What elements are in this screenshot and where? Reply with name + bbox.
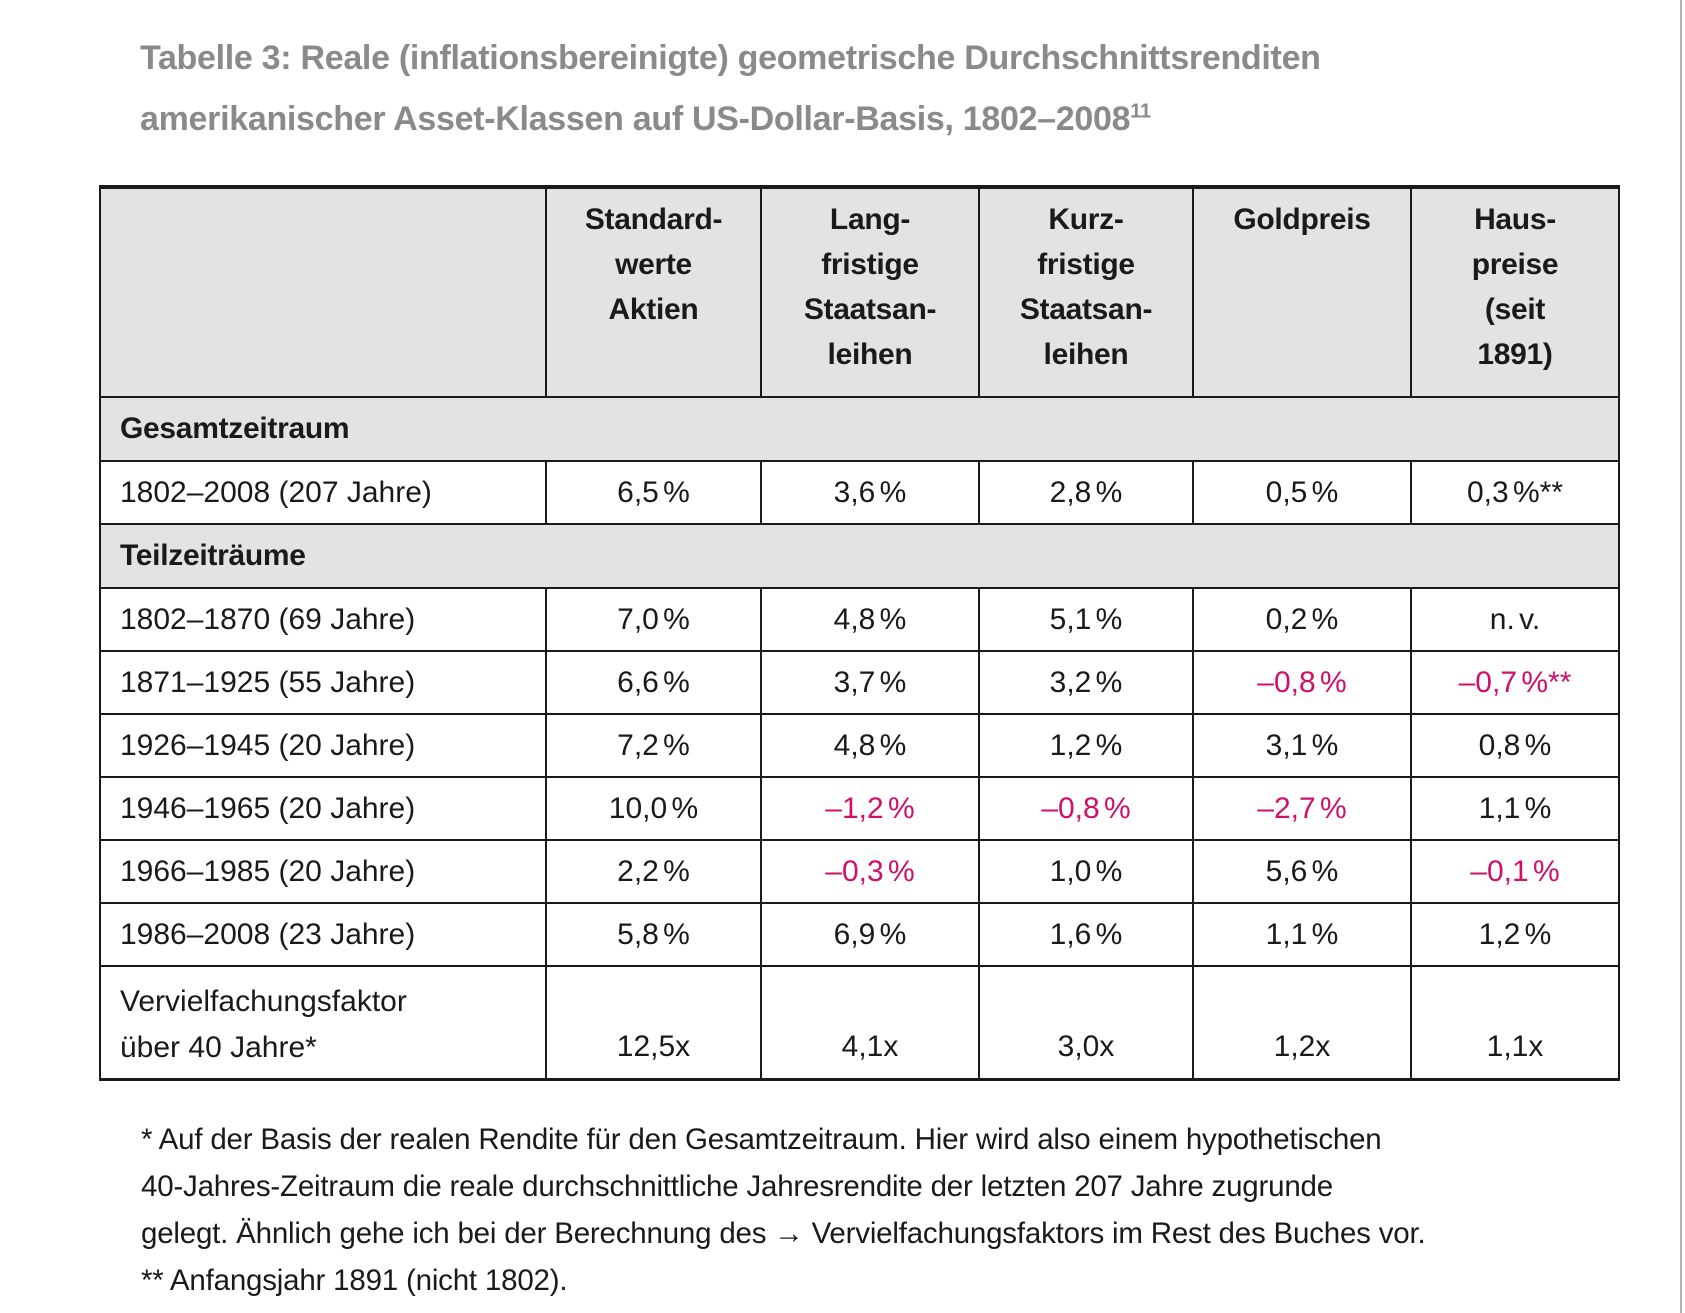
footnote-line: * Auf der Basis der realen Rendite für d… bbox=[141, 1123, 1382, 1156]
table-row: 1926–1945 (20 Jahre) 7,2 % 4,8 % 1,2 % 3,1 %… bbox=[101, 715, 1618, 778]
header-line: fristige bbox=[821, 248, 919, 281]
value-cell: 2,2 % bbox=[545, 841, 760, 902]
footnote-line: gelegt. Ähnlich gehe ich bei der Berechn… bbox=[141, 1217, 1426, 1250]
table-row: 1946–1965 (20 Jahre) 10,0 % –1,2 % –0,8 % –2… bbox=[101, 778, 1618, 841]
value-cell: 1,2 % bbox=[1410, 904, 1618, 965]
value-cell: 7,0 % bbox=[545, 589, 760, 650]
value-cell: –0,3 % bbox=[760, 841, 978, 902]
table-row: 1871–1925 (55 Jahre) 6,6 % 3,7 % 3,2 % –0,8 … bbox=[101, 652, 1618, 715]
table-row: 1802–1870 (69 Jahre) 7,0 % 4,8 % 5,1 % 0,2 %… bbox=[101, 589, 1618, 652]
value-cell: 0,8 % bbox=[1410, 715, 1618, 776]
value-cell: –2,7 % bbox=[1192, 778, 1410, 839]
header-line: leihen bbox=[827, 338, 913, 371]
value-cell: 2,8 % bbox=[978, 462, 1192, 523]
value-cell: 3,7 % bbox=[760, 652, 978, 713]
value-cell: 3,2 % bbox=[978, 652, 1192, 713]
value-cell: 0,5 % bbox=[1192, 462, 1410, 523]
value-cell: 1,1 % bbox=[1410, 778, 1618, 839]
value-cell: 6,9 % bbox=[760, 904, 978, 965]
header-cell: Lang-fristige Staatsan-leihen bbox=[760, 189, 978, 396]
value-cell: 3,1 % bbox=[1192, 715, 1410, 776]
row-label-line: über 40 Jahre* bbox=[120, 1031, 317, 1064]
table-header-row: Standard-werte Aktien Lang-fristige Staatsa… bbox=[101, 189, 1618, 398]
table-caption-line1: Tabelle 3: Reale (inflationsbereinigte) … bbox=[140, 39, 1321, 77]
header-line: Standard- bbox=[584, 203, 723, 236]
header-line: preise bbox=[1471, 248, 1559, 281]
row-label-cell: 1802–1870 (69 Jahre) bbox=[120, 602, 416, 636]
value-cell: –0,1 % bbox=[1410, 841, 1618, 902]
value-cell: 1,1x bbox=[1410, 967, 1618, 1078]
section-label: Gesamtzeitraum bbox=[120, 412, 350, 445]
header-line: Staatsan- bbox=[1019, 293, 1153, 326]
table-caption: Tabelle 3: Reale (inflationsbereinigte) … bbox=[140, 28, 1321, 150]
value-cell: 0,2 % bbox=[1192, 589, 1410, 650]
value-cell: 1,2x bbox=[1192, 967, 1410, 1078]
header-line: Staatsan- bbox=[803, 293, 937, 326]
row-label-cell: 1966–1985 (20 Jahre) bbox=[120, 854, 416, 888]
value-cell: 1,1 % bbox=[1192, 904, 1410, 965]
row-label-cell: 1802–2008 (207 Jahre) bbox=[120, 475, 432, 509]
header-cell: Haus-preise (seit 1891) bbox=[1410, 189, 1618, 396]
value-cell: 5,1 % bbox=[978, 589, 1192, 650]
table-row: 1802–2008 (207 Jahre) 6,5 % 3,6 % 2,8 % 0,5 … bbox=[101, 462, 1618, 525]
section-row: Teilzeiträume bbox=[101, 525, 1618, 589]
value-cell: –0,8 % bbox=[1192, 652, 1410, 713]
page-edge-line bbox=[1680, 0, 1682, 1313]
header-cell: Kurz-fristige Staatsan-leihen bbox=[978, 189, 1192, 396]
header-cell-empty bbox=[101, 189, 545, 396]
header-line: Aktien bbox=[608, 293, 699, 326]
row-label-cell: 1986–2008 (23 Jahre) bbox=[120, 917, 416, 951]
table-caption-line2: amerikanischer Asset-Klassen auf US-Doll… bbox=[140, 100, 1131, 138]
caption-footnote-ref: 11 bbox=[1130, 100, 1151, 123]
footnote-line: 40-Jahres-Zeitraum die reale durchschnit… bbox=[141, 1170, 1333, 1203]
value-cell: 4,1x bbox=[760, 967, 978, 1078]
value-cell: 0,3 %** bbox=[1410, 462, 1618, 523]
header-line: Kurz- bbox=[1048, 203, 1124, 236]
header-cell: Goldpreis bbox=[1192, 189, 1410, 396]
header-line: 1891) bbox=[1477, 338, 1553, 371]
value-cell: 5,8 % bbox=[545, 904, 760, 965]
row-label-cell: Vervielfachungsfaktor über 40 Jahre* bbox=[101, 967, 545, 1078]
table-row: 1986–2008 (23 Jahre) 5,8 % 6,9 % 1,6 % 1,1 %… bbox=[101, 904, 1618, 967]
value-cell: 12,5x bbox=[545, 967, 760, 1078]
row-label-line: Vervielfachungsfaktor bbox=[120, 985, 407, 1018]
header-line: fristige bbox=[1037, 248, 1135, 281]
value-cell: 1,6 % bbox=[978, 904, 1192, 965]
value-cell: 10,0 % bbox=[545, 778, 760, 839]
table-footnote: * Auf der Basis der realen Rendite für d… bbox=[141, 1116, 1426, 1304]
row-label-cell: 1871–1925 (55 Jahre) bbox=[120, 665, 416, 699]
value-cell: 5,6 % bbox=[1192, 841, 1410, 902]
value-cell: 1,0 % bbox=[978, 841, 1192, 902]
value-cell: 6,5 % bbox=[545, 462, 760, 523]
value-cell: 3,6 % bbox=[760, 462, 978, 523]
value-cell: 4,8 % bbox=[760, 715, 978, 776]
footnote-line: ** Anfangsjahr 1891 (nicht 1802). bbox=[141, 1264, 568, 1297]
table-row: 1966–1985 (20 Jahre) 2,2 % –0,3 % 1,0 % 5,6 … bbox=[101, 841, 1618, 904]
value-cell: –0,7 %** bbox=[1410, 652, 1618, 713]
header-line: werte bbox=[615, 248, 692, 281]
returns-table: Standard-werte Aktien Lang-fristige Staatsa… bbox=[99, 185, 1620, 1081]
value-cell: –0,8 % bbox=[978, 778, 1192, 839]
value-cell: 4,8 % bbox=[760, 589, 978, 650]
value-cell: n. v. bbox=[1410, 589, 1618, 650]
header-line: Lang- bbox=[829, 203, 911, 236]
section-label: Teilzeiträume bbox=[120, 539, 306, 572]
value-cell: 6,6 % bbox=[545, 652, 760, 713]
value-cell: 7,2 % bbox=[545, 715, 760, 776]
section-row: Gesamtzeitraum bbox=[101, 398, 1618, 462]
value-cell: –1,2 % bbox=[760, 778, 978, 839]
header-line: (seit bbox=[1484, 293, 1546, 326]
header-line: Haus- bbox=[1474, 203, 1556, 236]
value-cell: 1,2 % bbox=[978, 715, 1192, 776]
row-label-cell: 1946–1965 (20 Jahre) bbox=[120, 791, 416, 825]
row-label-cell: 1926–1945 (20 Jahre) bbox=[120, 728, 416, 762]
table-row: Vervielfachungsfaktor über 40 Jahre* 12,5x… bbox=[101, 967, 1618, 1078]
header-line: leihen bbox=[1043, 338, 1129, 371]
value-cell: 3,0x bbox=[978, 967, 1192, 1078]
header-line: Goldpreis bbox=[1233, 203, 1371, 236]
header-cell: Standard-werte Aktien bbox=[545, 189, 760, 396]
